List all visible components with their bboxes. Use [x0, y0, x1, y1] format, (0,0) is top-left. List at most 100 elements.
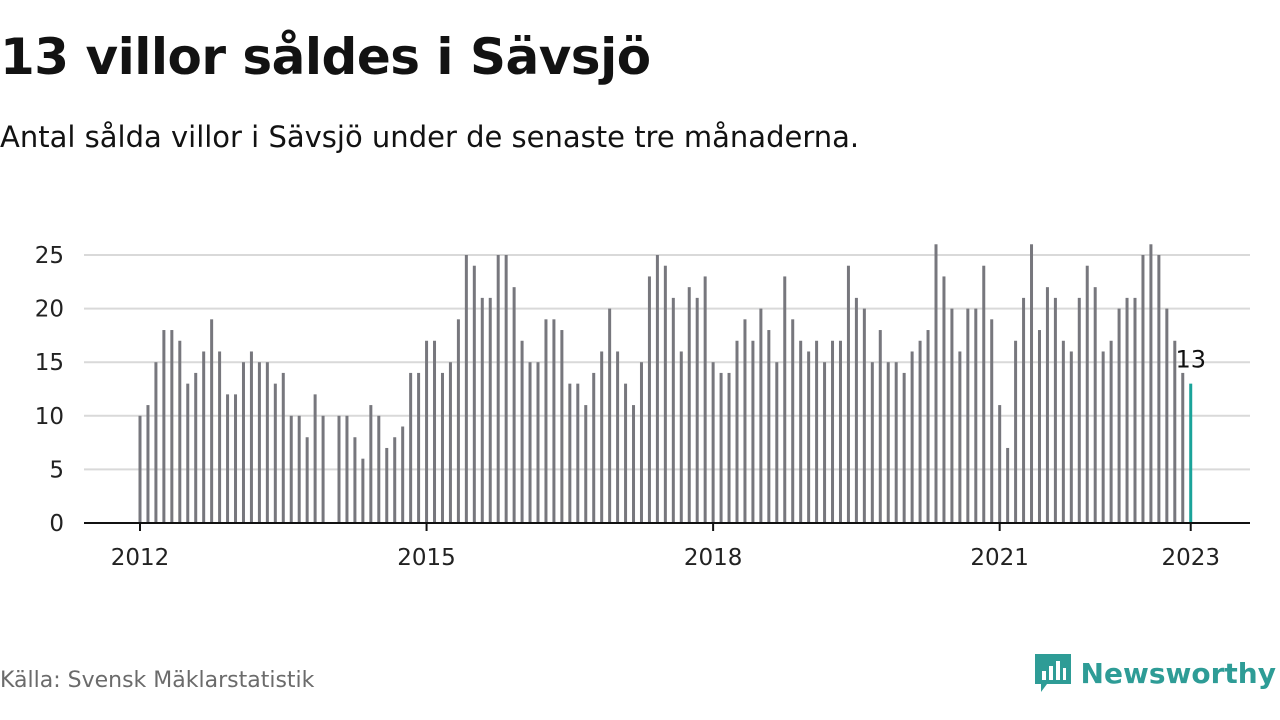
- bar: [958, 351, 962, 523]
- bar: [942, 276, 946, 523]
- bar: [592, 372, 596, 523]
- bar: [719, 372, 723, 523]
- bar: [361, 458, 365, 523]
- bar: [313, 394, 317, 523]
- bar: [647, 276, 651, 523]
- bar: [369, 405, 373, 523]
- bar: [862, 308, 866, 523]
- bar: [854, 297, 858, 523]
- bar: [249, 351, 253, 523]
- bar: [194, 372, 198, 523]
- bar: [926, 330, 930, 523]
- bar: [624, 383, 628, 523]
- bar: [1109, 340, 1113, 523]
- bar: [425, 340, 429, 523]
- bar: [576, 383, 580, 523]
- bar: [1085, 265, 1089, 523]
- x-tick-label: 2018: [684, 545, 743, 571]
- bar: [1101, 351, 1105, 523]
- bar: [823, 362, 827, 523]
- x-tick-label: 2021: [970, 545, 1029, 571]
- bar: [464, 255, 468, 523]
- bar: [218, 351, 222, 523]
- bar: [520, 340, 524, 523]
- y-tick-label: 15: [35, 350, 64, 376]
- bar: [791, 319, 795, 523]
- bar: [639, 362, 643, 523]
- bar: [138, 415, 142, 523]
- bar: [1149, 244, 1153, 523]
- bar: [257, 362, 261, 523]
- bar: [894, 362, 898, 523]
- bar: [186, 383, 190, 523]
- bar: [178, 340, 182, 523]
- bar: [1030, 244, 1034, 523]
- bar: [433, 340, 437, 523]
- x-tick-label: 2012: [111, 545, 170, 571]
- bar: [846, 265, 850, 523]
- bar: [759, 308, 763, 523]
- bar: [202, 351, 206, 523]
- bar: [974, 308, 978, 523]
- bar: [775, 362, 779, 523]
- bar: [1181, 372, 1185, 523]
- bar: [1061, 340, 1065, 523]
- bar: [663, 265, 667, 523]
- bar: [751, 340, 755, 523]
- bar: [480, 297, 484, 523]
- bar: [528, 362, 532, 523]
- bar: [838, 340, 842, 523]
- bar: [448, 362, 452, 523]
- bar: [337, 415, 341, 523]
- bar: [1157, 255, 1161, 523]
- bar: [1125, 297, 1129, 523]
- bar: [735, 340, 739, 523]
- bar: [512, 287, 516, 523]
- bar: [998, 405, 1002, 523]
- bar: [496, 255, 500, 523]
- bar: [1173, 340, 1177, 523]
- bar: [385, 447, 389, 523]
- bar: [472, 265, 476, 523]
- bar: [488, 297, 492, 523]
- y-tick-label: 0: [49, 511, 64, 537]
- bar: [226, 394, 230, 523]
- source-note: Källa: Svensk Mäklarstatistik: [0, 668, 315, 693]
- bar: [234, 394, 238, 523]
- bar: [671, 297, 675, 523]
- bar: [305, 437, 309, 523]
- axes: [84, 522, 1250, 531]
- bar: [440, 372, 444, 523]
- highlight-bar: [1189, 383, 1193, 523]
- bar: [608, 308, 612, 523]
- bar: [353, 437, 357, 523]
- bar: [1141, 255, 1145, 523]
- bar: [241, 362, 245, 523]
- bar: [536, 362, 540, 523]
- bar: [273, 383, 277, 523]
- chart-subtitle: Antal sålda villor i Sävsjö under de sen…: [0, 120, 860, 154]
- bar: [934, 244, 938, 523]
- bar: [504, 255, 508, 523]
- bar: [456, 319, 460, 523]
- bar: [1022, 297, 1026, 523]
- bar: [878, 330, 882, 523]
- bar: [297, 415, 301, 523]
- bar: [1045, 287, 1049, 523]
- bar: [815, 340, 819, 523]
- bar: [799, 340, 803, 523]
- bar: [632, 405, 636, 523]
- bar: [265, 362, 269, 523]
- bar: [210, 319, 214, 523]
- bar: [560, 330, 564, 523]
- bar: [1053, 297, 1057, 523]
- chart-title: 13 villor såldes i Sävsjö: [0, 28, 651, 86]
- highlight-value-label: 13: [1175, 346, 1206, 374]
- bar: [552, 319, 556, 523]
- bar: [679, 351, 683, 523]
- bar: [289, 415, 293, 523]
- bar: [321, 415, 325, 523]
- bar: [1093, 287, 1097, 523]
- bar: [743, 319, 747, 523]
